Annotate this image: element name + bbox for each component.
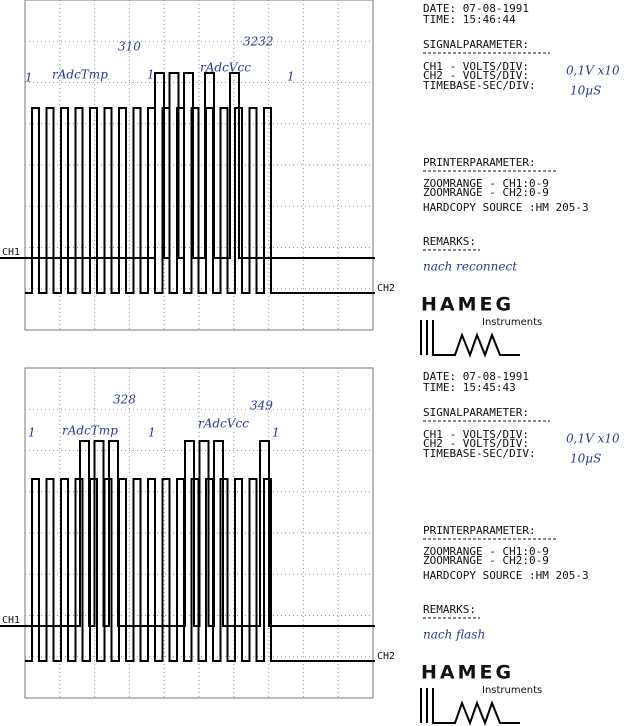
time-note: 10µS bbox=[570, 452, 601, 466]
signal-heading: SIGNALPARAMETER: bbox=[423, 38, 529, 51]
logo-sub: Instruments bbox=[482, 317, 542, 328]
zoom-ch1: ZOOMRANGE - CH1:0-9 bbox=[423, 545, 549, 558]
zoom-ch1: ZOOMRANGE - CH1:0-9 bbox=[423, 177, 549, 190]
handwritten-note: 310 bbox=[118, 40, 141, 54]
ch1-trace bbox=[0, 440, 375, 627]
ch2-param: CH2 - VOLTS/DIV: bbox=[423, 437, 529, 450]
time: TIME: 15:46:44 bbox=[423, 13, 516, 26]
handwritten-note: rAdcTmp bbox=[62, 424, 118, 438]
zoom-ch2: ZOOMRANGE - CH2:0-9 bbox=[423, 554, 549, 567]
handwritten-note: 3232 bbox=[243, 35, 274, 49]
ch2-trace bbox=[25, 107, 375, 294]
remarks-heading: REMARKS: bbox=[423, 603, 476, 616]
printer-heading: PRINTERPARAMETER: bbox=[423, 156, 536, 169]
ch2-param: CH2 - VOLTS/DIV: bbox=[423, 69, 529, 82]
remark: nach reconnect bbox=[423, 260, 517, 274]
timebase: TIMEBASE-SEC/DIV: bbox=[423, 447, 536, 460]
ch1-trace bbox=[0, 72, 375, 259]
handwritten-note: 1 bbox=[28, 426, 36, 440]
ch1-param: CH1 - VOLTS/DIV: bbox=[423, 60, 529, 73]
ch2-trace bbox=[25, 478, 375, 662]
logo-wave bbox=[420, 688, 520, 726]
logo-sub: Instruments bbox=[482, 685, 542, 696]
panel: CH1 CH2 1 rAdcTmp 310 1 rAdcVcc 3232 1 DATE: 07-0… bbox=[0, 0, 620, 358]
handwritten-note: 1 bbox=[272, 426, 280, 440]
handwritten-note: 1 bbox=[25, 71, 33, 85]
hardcopy: HARDCOPY SOURCE :HM 205-3 bbox=[423, 201, 589, 214]
logo: HAMEG bbox=[421, 294, 514, 316]
ch2-label: CH2 bbox=[377, 283, 395, 294]
ch1-param: CH1 - VOLTS/DIV: bbox=[423, 428, 529, 441]
handwritten-note: 349 bbox=[250, 399, 273, 413]
handwritten-note: rAdcVcc bbox=[200, 61, 251, 75]
volts-note: 0,1V x10 bbox=[566, 432, 620, 446]
printer-heading: PRINTERPARAMETER: bbox=[423, 524, 536, 537]
date: DATE: 07-08-1991 bbox=[423, 2, 529, 15]
timebase: TIMEBASE-SEC/DIV: bbox=[423, 79, 536, 92]
logo-wave bbox=[420, 320, 520, 358]
handwritten-note: 328 bbox=[113, 393, 136, 407]
remark: nach flash bbox=[423, 628, 485, 642]
signal-heading: SIGNALPARAMETER: bbox=[423, 406, 529, 419]
ch1-label: CH1 bbox=[2, 615, 20, 626]
handwritten-note: rAdcTmp bbox=[52, 68, 108, 82]
handwritten-note: 1 bbox=[287, 70, 295, 84]
hardcopy: HARDCOPY SOURCE :HM 205-3 bbox=[423, 569, 589, 582]
zoom-ch2: ZOOMRANGE - CH2:0-9 bbox=[423, 186, 549, 199]
ch2-label: CH2 bbox=[377, 651, 395, 662]
time-note: 10µS bbox=[570, 84, 601, 98]
logo: HAMEG bbox=[421, 662, 514, 684]
volts-note: 0,1V x10 bbox=[566, 64, 620, 78]
handwritten-note: rAdcVcc bbox=[198, 417, 249, 431]
handwritten-note: 1 bbox=[148, 426, 156, 440]
time: TIME: 15:45:43 bbox=[423, 381, 516, 394]
remarks-heading: REMARKS: bbox=[423, 235, 476, 248]
date: DATE: 07-08-1991 bbox=[423, 370, 529, 383]
handwritten-note: 1 bbox=[147, 68, 155, 82]
ch1-label: CH1 bbox=[2, 247, 20, 258]
